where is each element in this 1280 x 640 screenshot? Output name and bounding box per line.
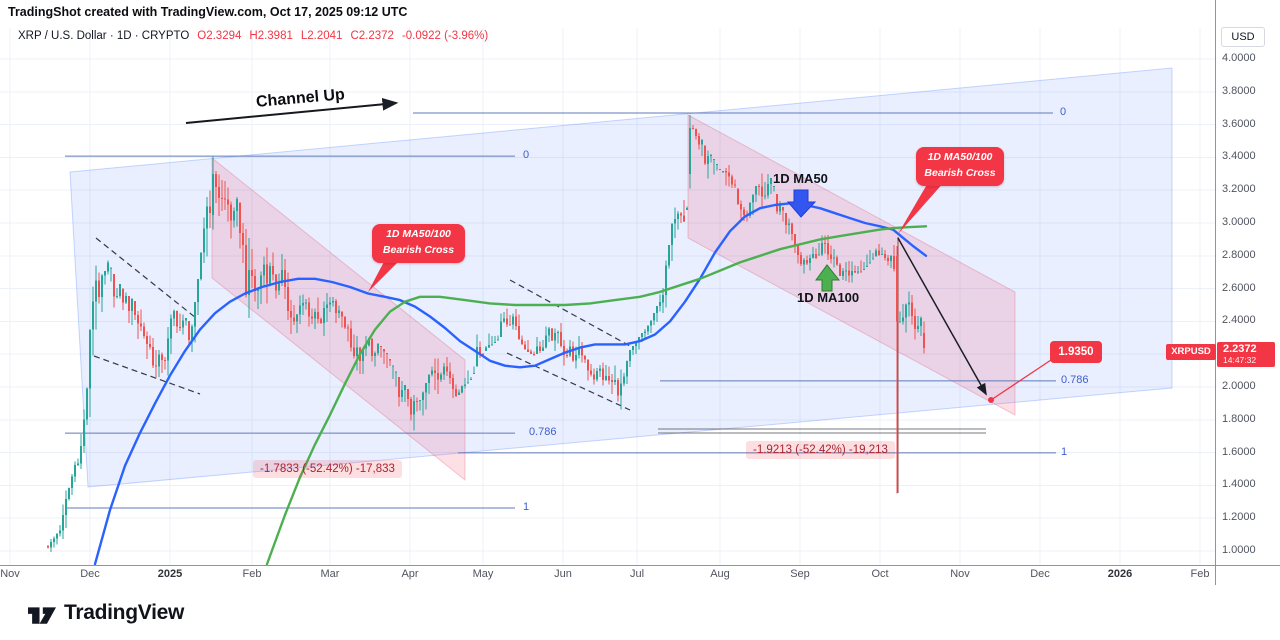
tradingview-logo-text: TradingView [64, 601, 185, 624]
ma100-line [265, 225, 928, 566]
target-price-label[interactable]: 1.9350 [1050, 341, 1102, 363]
price-tick-label: 2.8000 [1222, 248, 1256, 261]
ma50-pointer-arrow [786, 189, 817, 218]
fib-level-label[interactable]: 0 [523, 149, 530, 162]
time-tick-label: Apr [401, 568, 419, 580]
price-tick-label: 2.4000 [1222, 314, 1256, 327]
symbol-legend[interactable]: XRP / U.S. Dollar · 1D · CRYPTO O2.3294 … [18, 30, 488, 42]
bar-countdown: 14:47:32 [1223, 355, 1257, 365]
price-tick-label: 1.4000 [1222, 478, 1256, 491]
ma100-tag: 1D MA100 [797, 290, 860, 305]
price-tick-label: 2.6000 [1222, 281, 1256, 294]
time-tick-label: May [472, 568, 494, 580]
ma50-tag: 1D MA50 [773, 171, 828, 186]
channel-up-arrow[interactable] [185, 97, 399, 124]
time-tick-label: 2026 [1107, 568, 1133, 580]
time-tick-label: Oct [871, 568, 889, 580]
time-tick-label: Jun [554, 568, 572, 580]
last-price-value: 2.2372 [1223, 343, 1257, 355]
price-tick-label: 2.0000 [1222, 380, 1256, 392]
time-tick-label: Mar [320, 568, 340, 580]
callout-tail [898, 181, 945, 234]
time-tick-label: Aug [710, 568, 730, 580]
callout-line2: Bearish Cross [924, 166, 996, 179]
time-tick-label: Nov [950, 568, 970, 580]
bearish-cross-callout-2[interactable]: 1D MA50/100 Bearish Cross [916, 147, 1004, 186]
fib-level-label[interactable]: 0 [1060, 105, 1067, 118]
legend-series-title[interactable]: XRP / U.S. Dollar · 1D · CRYPTO [18, 30, 190, 42]
time-tick-label: Feb [1190, 568, 1210, 580]
legend-change-value: -0.0922 (-3.96%) [401, 30, 489, 42]
legend-high-value: H2.3981 [249, 30, 293, 42]
price-tick-label: 4.0000 [1222, 52, 1256, 64]
fib-level-label[interactable]: 1 [523, 501, 530, 514]
price-tick-label: 1.8000 [1222, 412, 1256, 425]
time-tick-label: Dec [80, 568, 100, 580]
price-tick-label: 3.6000 [1222, 117, 1256, 130]
attribution-text: TradingShot created with TradingView.com… [8, 5, 408, 19]
callout-tail [368, 258, 402, 292]
price-tick-label: 3.8000 [1222, 84, 1256, 97]
fib-level-label[interactable]: 0.786 [1061, 373, 1089, 386]
target-line[interactable] [990, 359, 1052, 401]
fib-retracement-lines[interactable] [65, 112, 1056, 509]
tradingview-logo-mark [28, 606, 56, 624]
wedge-dashed-lines[interactable] [93, 237, 631, 411]
price-axis-unit-button[interactable]: USD [1221, 27, 1265, 47]
symbol-price-tag: XRPUSD [1166, 344, 1216, 360]
price-range-label-2[interactable]: -1.9213 (-52.42%) -19,213 [746, 441, 895, 459]
price-tick-label: 3.4000 [1222, 150, 1256, 163]
time-tick-label: Nov [0, 568, 20, 580]
last-price-label: 2.2372 14:47:32 [1217, 342, 1275, 367]
fib-level-label[interactable]: 1 [1061, 445, 1068, 458]
time-tick-label: Sep [790, 568, 810, 580]
projection-arrow[interactable] [897, 237, 987, 396]
price-tick-label: 3.2000 [1222, 183, 1256, 196]
target-dot[interactable] [988, 397, 994, 403]
time-tick-label: 2025 [157, 568, 183, 580]
tradingview-logo[interactable]: TradingView [28, 601, 184, 625]
callout-line1: 1D MA50/100 [927, 151, 993, 163]
price-range-label-1[interactable]: -1.7833 (-52.42%) -17,833 [253, 460, 402, 478]
fib-level-label[interactable]: 0.786 [529, 426, 557, 439]
price-tick-label: 1.0000 [1222, 544, 1256, 556]
bearish-cross-callout-1[interactable]: 1D MA50/100 Bearish Cross [372, 224, 465, 263]
callout-line1: 1D MA50/100 [386, 228, 451, 240]
price-tick-label: 1.2000 [1222, 511, 1256, 524]
ma100-pointer-arrow [815, 264, 841, 292]
legend-open-value: O2.3294 [197, 30, 242, 42]
time-tick-label: Feb [242, 568, 262, 580]
price-tick-label: 3.0000 [1222, 216, 1256, 228]
legend-low-value: L2.2041 [300, 30, 343, 42]
price-tick-label: 1.6000 [1222, 445, 1256, 458]
legend-close-value: C2.2372 [350, 30, 394, 42]
time-tick-label: Dec [1030, 568, 1050, 580]
callout-line2: Bearish Cross [382, 243, 455, 256]
time-tick-label: Jul [629, 568, 645, 580]
